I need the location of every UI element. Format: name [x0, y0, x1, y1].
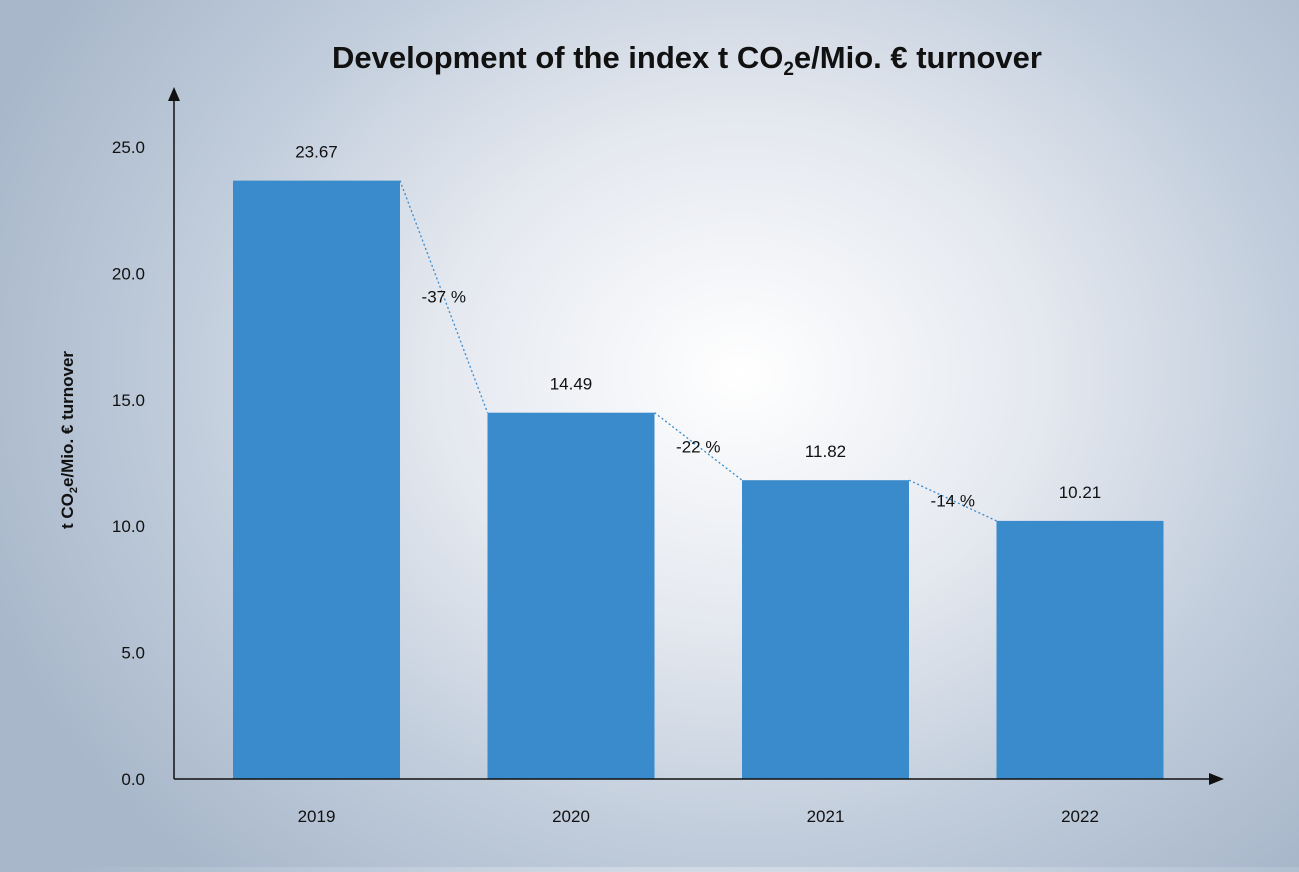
change-label: -37 %: [422, 288, 466, 307]
bar-2022: [996, 520, 1164, 779]
y-tick-label: 10.0: [112, 517, 145, 536]
x-axis-arrow: [1209, 773, 1224, 785]
chart-title-sub: 2: [783, 59, 794, 80]
change-connector: [654, 412, 743, 481]
value-label: 10.21: [1059, 483, 1102, 502]
y-axis-arrow: [168, 87, 180, 101]
bar-2019: [233, 180, 400, 779]
x-tick-label: 2021: [807, 807, 845, 826]
chart-title-post: e/Mio. € turnover: [794, 40, 1042, 75]
chart-title: Development of the index t CO2e/Mio. € t…: [332, 40, 1042, 80]
change-label: -22 %: [676, 437, 720, 456]
bar-2020: [487, 412, 655, 779]
y-tick-label: 25.0: [112, 138, 145, 157]
change-connector: [399, 180, 489, 413]
value-label: 11.82: [805, 442, 846, 461]
y-axis-label-sub: 2: [68, 487, 80, 493]
value-label: 23.67: [295, 143, 338, 162]
y-tick-label: 5.0: [121, 644, 145, 663]
y-tick-label: 15.0: [112, 391, 145, 410]
chart-title-pre: Development of the index t CO: [332, 40, 783, 75]
y-tick-label: 0.0: [121, 770, 145, 789]
value-label: 14.49: [550, 375, 593, 394]
y-axis-label-pre: t CO: [58, 493, 77, 529]
y-axis-label: t CO2e/Mio. € turnover: [58, 351, 80, 529]
x-tick-label: 2020: [552, 807, 590, 826]
plot-area: 0.0 5.0 10.0 15.0 20.0 25.0 23.67 2019 14.49 2020…: [112, 87, 1224, 826]
x-tick-label: 2019: [298, 807, 336, 826]
y-axis-label-post: e/Mio. € turnover: [58, 351, 77, 487]
x-tick-label: 2022: [1061, 807, 1099, 826]
y-tick-label: 20.0: [112, 264, 145, 283]
bar-2021: [742, 480, 909, 779]
change-label: -14 %: [931, 492, 975, 511]
